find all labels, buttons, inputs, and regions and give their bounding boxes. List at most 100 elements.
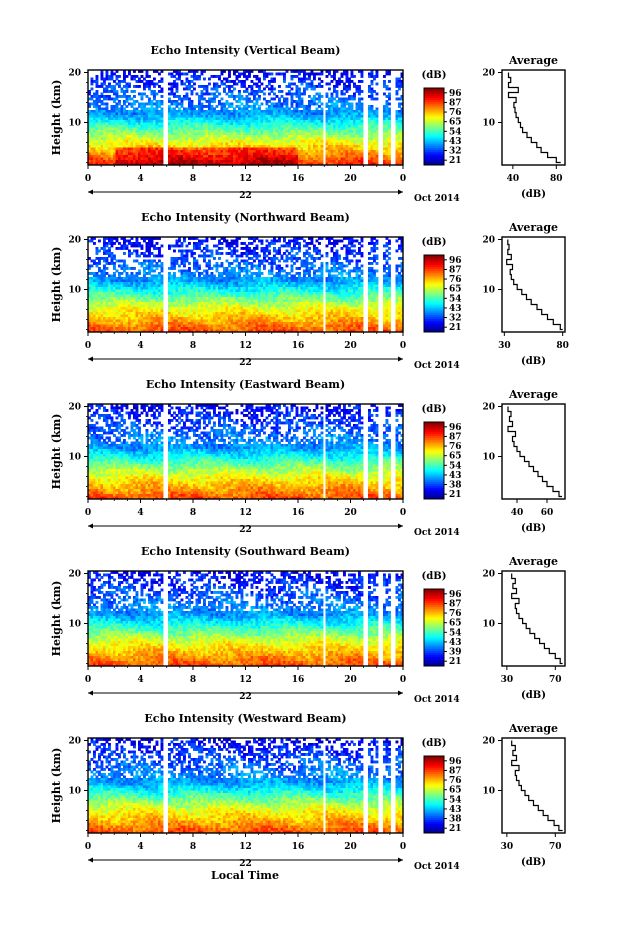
colorbar-tick-label: 54 <box>449 461 462 471</box>
x-tick-label: 0 <box>400 341 406 351</box>
average-title: Average <box>508 221 558 234</box>
x-tick-label: 20 <box>344 675 357 685</box>
x-tick-label: 0 <box>85 842 91 852</box>
colorbar-tick-label: 96 <box>449 757 462 767</box>
x-tick-label: 16 <box>292 508 305 518</box>
colorbar-tick-label: 54 <box>449 294 462 304</box>
date-label: Oct 2014 <box>414 361 460 371</box>
average-y-tick-label: 20 <box>482 69 495 79</box>
x-tick-label: 0 <box>85 508 91 518</box>
average-frame <box>501 570 566 667</box>
day-arrow-left <box>88 857 93 863</box>
average-x-label: (dB) <box>521 857 546 868</box>
average-y-tick-label: 20 <box>482 403 495 413</box>
average-x-tick-label: 30 <box>501 842 514 852</box>
average-profile-line <box>507 406 562 498</box>
average-title: Average <box>508 54 558 67</box>
colorbar-tick-label: 32 <box>449 147 462 157</box>
x-tick-label: 20 <box>344 341 357 351</box>
panel-title: Echo Intensity (Eastward Beam) <box>146 378 345 391</box>
day-arrow-left <box>88 523 93 529</box>
colorbar-tick-label: 38 <box>449 481 462 491</box>
colorbar-tick-label: 43 <box>449 471 462 481</box>
y-tick-label: 20 <box>68 69 81 79</box>
colorbar-tick-label: 54 <box>449 795 462 805</box>
colorbar-frame <box>423 588 445 667</box>
average-frame <box>501 236 566 333</box>
x-tick-label: 20 <box>344 842 357 852</box>
colorbar-frame <box>423 755 445 834</box>
panel-3: Echo Intensity (Eastward Beam) 0 4 8 12 16 20 0… <box>50 378 566 538</box>
average-y-tick-label: 20 <box>482 737 495 747</box>
y-tick-label: 10 <box>68 787 81 797</box>
x-tick-label: 16 <box>292 341 305 351</box>
x-tick-label: 0 <box>85 341 91 351</box>
x-tick-label: 16 <box>292 842 305 852</box>
x-tick-label: 8 <box>190 174 196 184</box>
colorbar-tick-label: 65 <box>449 786 462 796</box>
panel-title: Echo Intensity (Northward Beam) <box>141 211 350 224</box>
colorbar-tick-label: 65 <box>449 285 462 295</box>
heatmap-field <box>88 738 404 834</box>
average-x-tick-label: 40 <box>507 174 520 184</box>
colorbar-tick-label: 96 <box>449 89 462 99</box>
x-tick-label: 8 <box>190 842 196 852</box>
day-label: 22 <box>239 358 252 368</box>
colorbar <box>424 422 444 500</box>
colorbar-tick-label: 43 <box>449 638 462 648</box>
day-arrow-left <box>88 690 93 696</box>
average-x-tick-label: 30 <box>498 341 511 351</box>
average-x-tick-label: 60 <box>541 508 554 518</box>
x-tick-label: 12 <box>239 174 252 184</box>
x-tick-label: 12 <box>239 341 252 351</box>
y-axis-label: Height (km) <box>50 748 63 824</box>
x-tick-label: 8 <box>190 675 196 685</box>
average-x-tick-label: 70 <box>549 675 562 685</box>
colorbar-tick-label: 38 <box>449 815 462 825</box>
average-x-label: (dB) <box>521 523 546 534</box>
day-arrow-right <box>398 690 403 696</box>
x-tick-label: 12 <box>239 675 252 685</box>
x-tick-label: 20 <box>344 174 357 184</box>
panel-title: Echo Intensity (Vertical Beam) <box>150 44 340 57</box>
y-tick-label: 10 <box>68 453 81 463</box>
average-y-tick-label: 10 <box>482 787 495 797</box>
colorbar-tick-label: 87 <box>449 766 462 776</box>
colorbar-tick-label: 76 <box>449 275 462 285</box>
average-y-tick-label: 10 <box>482 286 495 296</box>
colorbar-tick-label: 43 <box>449 304 462 314</box>
x-tick-label: 16 <box>292 174 305 184</box>
x-tick-label: 0 <box>85 174 91 184</box>
average-profile-line <box>511 740 563 832</box>
colorbar-tick-label: 96 <box>449 590 462 600</box>
colorbar-tick-label: 87 <box>449 599 462 609</box>
average-y-tick-label: 20 <box>482 236 495 246</box>
y-axis-label: Height (km) <box>50 247 63 323</box>
y-tick-label: 20 <box>68 236 81 246</box>
colorbar-tick-label: 21 <box>449 323 462 333</box>
colorbar-tick-label: 21 <box>449 824 462 834</box>
average-title: Average <box>508 555 558 568</box>
colorbar-tick-label: 76 <box>449 442 462 452</box>
panel-title: Echo Intensity (Westward Beam) <box>144 712 346 725</box>
day-arrow-left <box>88 356 93 362</box>
average-title: Average <box>508 388 558 401</box>
average-frame <box>501 403 566 500</box>
average-x-label: (dB) <box>521 690 546 701</box>
colorbar-tick-label: 54 <box>449 628 462 638</box>
day-arrow-right <box>398 523 403 529</box>
day-label: 22 <box>239 191 252 201</box>
x-tick-label: 4 <box>137 508 143 518</box>
date-label: Oct 2014 <box>414 528 460 538</box>
colorbar <box>424 756 444 834</box>
colorbar-tick-label: 87 <box>449 98 462 108</box>
average-x-tick-label: 80 <box>550 174 563 184</box>
day-arrow-right <box>398 857 403 863</box>
colorbar-tick-label: 65 <box>449 452 462 462</box>
colorbar-tick-label: 96 <box>449 423 462 433</box>
panel-5: Echo Intensity (Westward Beam) 0 4 8 12 16 20 0… <box>50 712 566 872</box>
day-label: 22 <box>239 859 252 869</box>
average-profile-line <box>511 573 563 665</box>
average-y-tick-label: 10 <box>482 119 495 129</box>
